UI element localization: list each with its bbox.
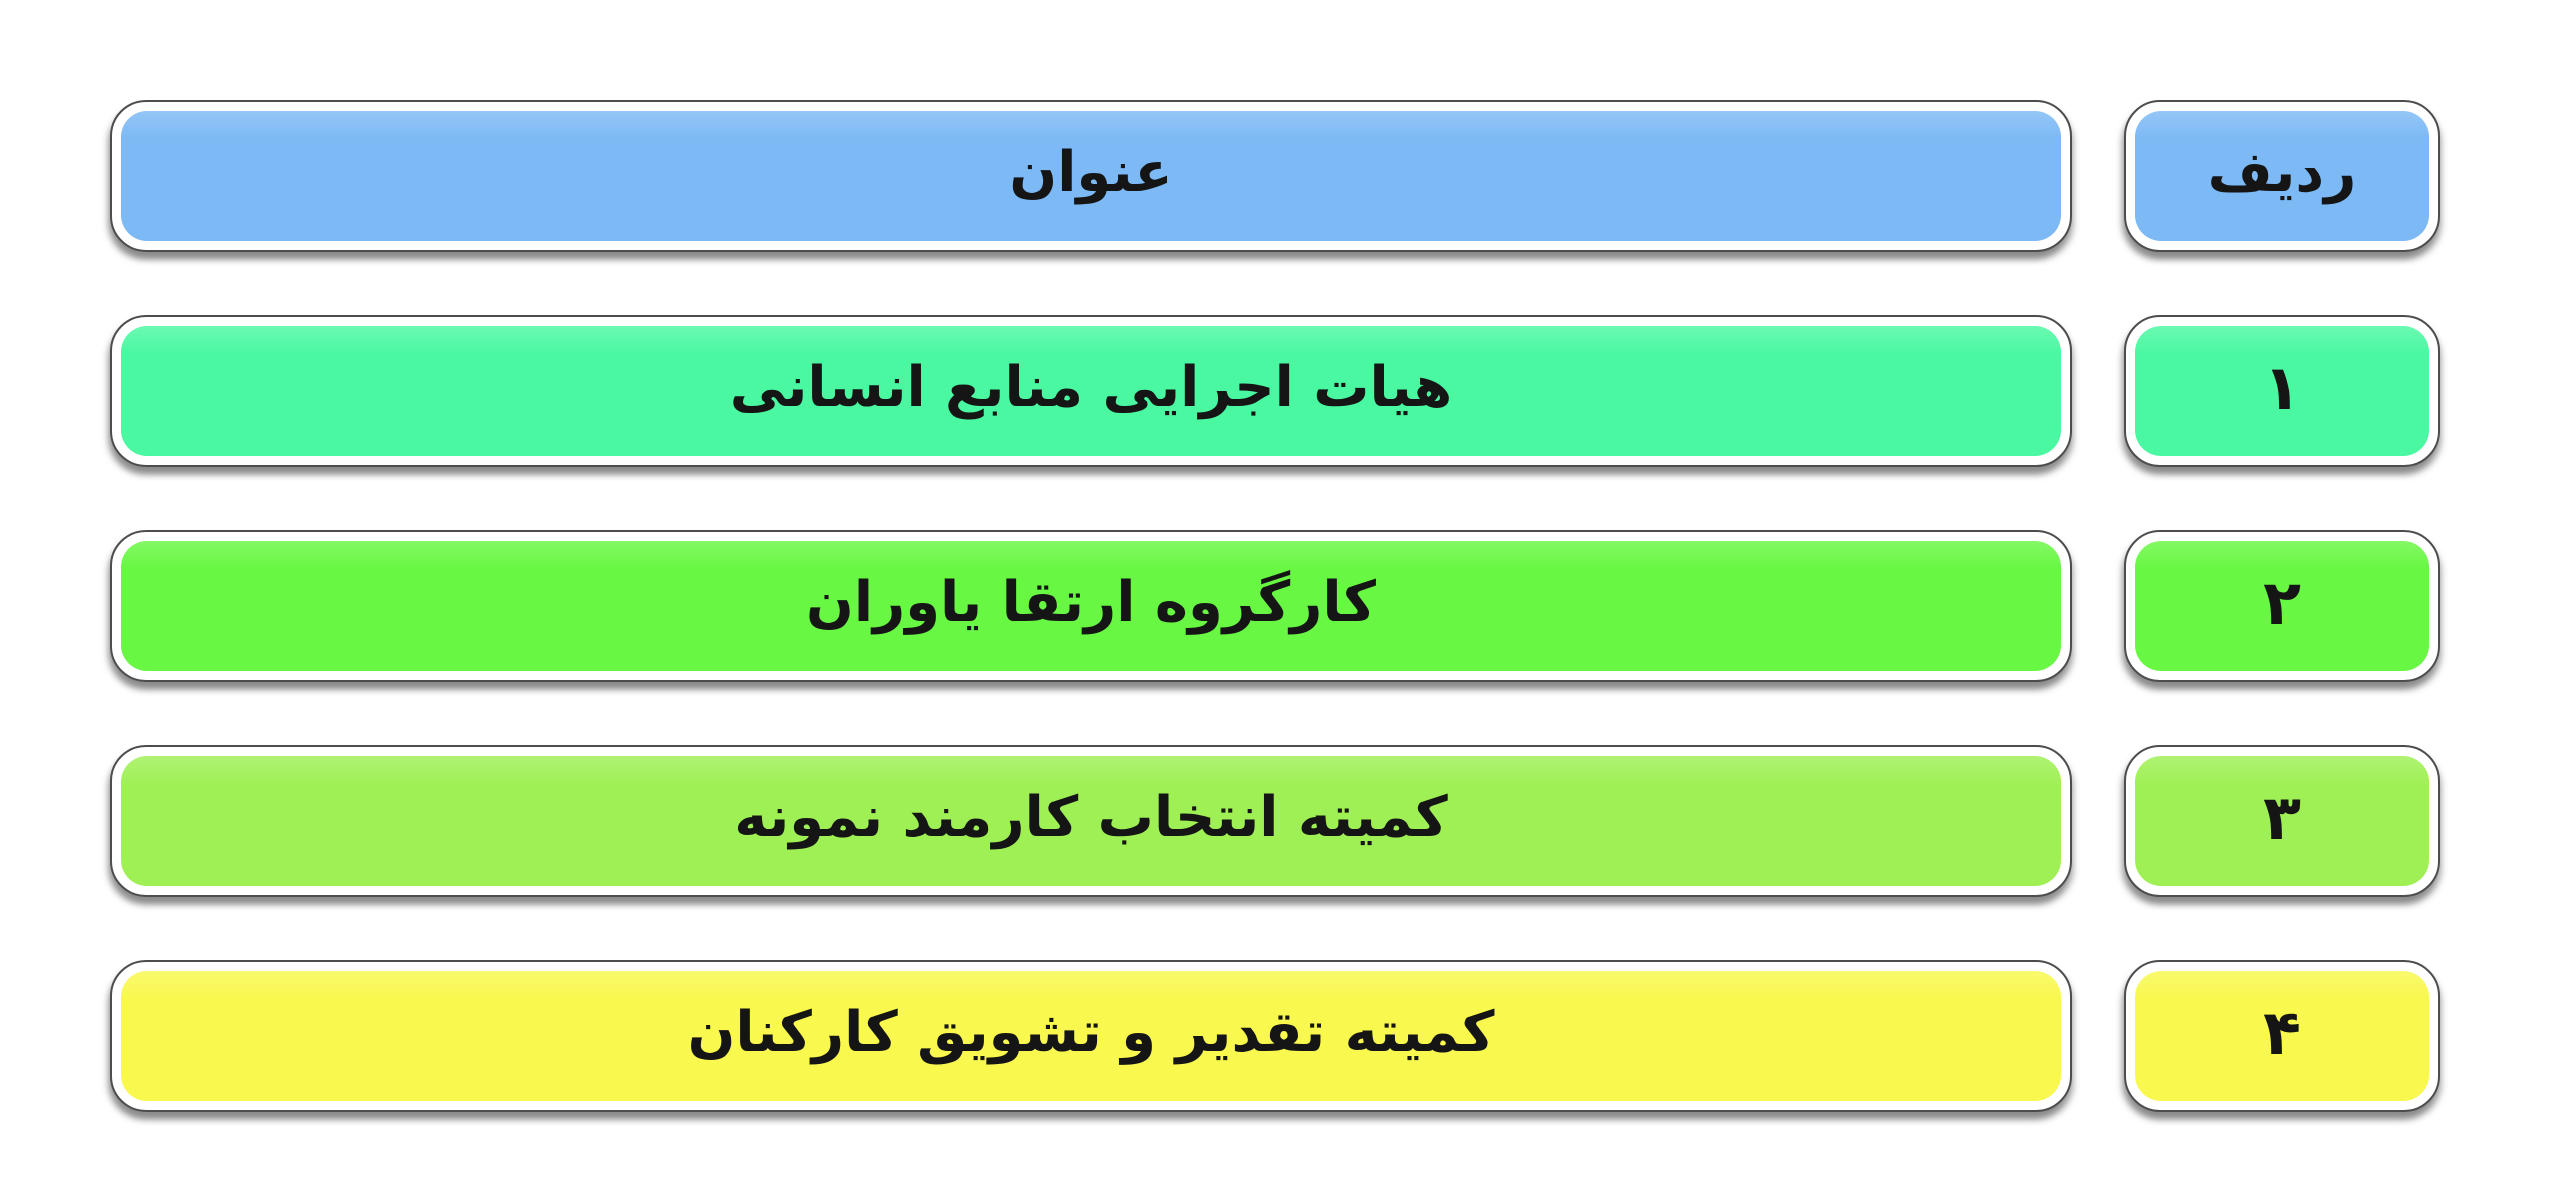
row-number: ۱ — [2263, 351, 2301, 424]
header-cell-title-fill: عنوان — [121, 111, 2061, 241]
header-row-label: ردیف — [2207, 140, 2357, 205]
row-number-cell: ۱ — [2124, 315, 2440, 467]
row-number: ۳ — [2263, 781, 2301, 854]
table-row: ۱ هیات اجرایی منابع انسانی — [110, 315, 2440, 467]
row-title-fill: کارگروه ارتقا یاوران — [121, 541, 2061, 671]
row-number-fill: ۱ — [2135, 326, 2429, 456]
row-number: ۲ — [2263, 566, 2301, 639]
table-row: ۴ کمیته تقدیر و تشویق کارکنان — [110, 960, 2440, 1112]
table-header-row: ردیف عنوان — [110, 100, 2440, 252]
header-title-label: عنوان — [1009, 140, 1173, 205]
row-number-cell: ۴ — [2124, 960, 2440, 1112]
row-title-cell: کمیته انتخاب کارمند نمونه — [110, 745, 2072, 897]
row-number-fill: ۳ — [2135, 756, 2429, 886]
row-title-cell: کمیته تقدیر و تشویق کارکنان — [110, 960, 2072, 1112]
row-number-cell: ۲ — [2124, 530, 2440, 682]
row-number: ۴ — [2263, 996, 2301, 1069]
table-row: ۲ کارگروه ارتقا یاوران — [110, 530, 2440, 682]
header-cell-row-number-fill: ردیف — [2135, 111, 2429, 241]
row-title: کارگروه ارتقا یاوران — [806, 570, 1376, 635]
row-title: هیات اجرایی منابع انسانی — [729, 355, 1453, 420]
committees-table: ردیف عنوان ۱ هیات اجرایی منابع انسانی ۲ — [110, 100, 2440, 1175]
header-cell-title: عنوان — [110, 100, 2072, 252]
row-title-fill: کمیته انتخاب کارمند نمونه — [121, 756, 2061, 886]
row-title-cell: کارگروه ارتقا یاوران — [110, 530, 2072, 682]
row-title: کمیته تقدیر و تشویق کارکنان — [687, 1000, 1495, 1065]
row-title-cell: هیات اجرایی منابع انسانی — [110, 315, 2072, 467]
table-row: ۳ کمیته انتخاب کارمند نمونه — [110, 745, 2440, 897]
row-number-cell: ۳ — [2124, 745, 2440, 897]
row-title: کمیته انتخاب کارمند نمونه — [734, 785, 1448, 850]
header-cell-row-number: ردیف — [2124, 100, 2440, 252]
row-title-fill: هیات اجرایی منابع انسانی — [121, 326, 2061, 456]
row-title-fill: کمیته تقدیر و تشویق کارکنان — [121, 971, 2061, 1101]
row-number-fill: ۴ — [2135, 971, 2429, 1101]
row-number-fill: ۲ — [2135, 541, 2429, 671]
